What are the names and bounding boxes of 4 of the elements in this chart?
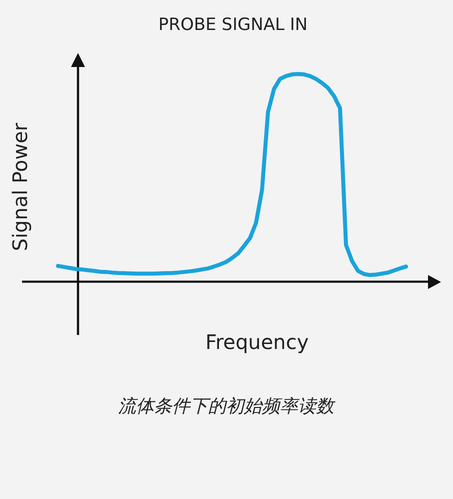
y-axis-title: Signal Power xyxy=(8,122,32,252)
chart-title: PROBE SIGNAL IN xyxy=(158,15,308,35)
x-axis-title: Frequency xyxy=(205,330,309,354)
text: 流体条件下的初始频率读数 xyxy=(118,396,336,417)
